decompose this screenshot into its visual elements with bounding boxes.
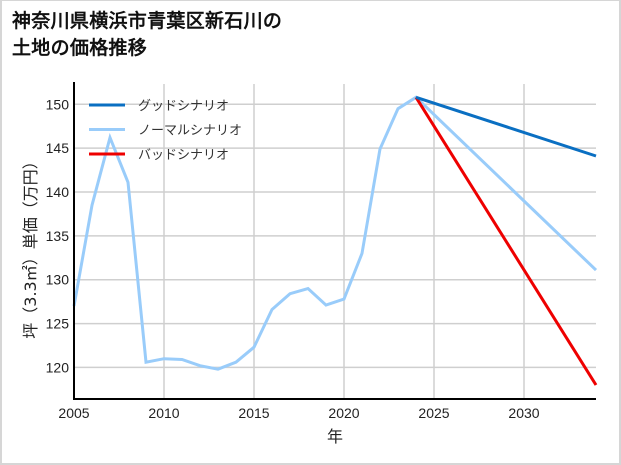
- y-tick-label: 150: [46, 96, 70, 112]
- chart-title-line-1: 神奈川県横浜市青葉区新石川の: [12, 10, 283, 32]
- x-axis-label: 年: [327, 427, 343, 446]
- x-tick-label: 2020: [328, 405, 359, 421]
- chart-title: 神奈川県横浜市青葉区新石川の 土地の価格推移: [12, 8, 282, 62]
- legend-label: バッドシナリオ: [138, 148, 229, 163]
- y-tick-label: 135: [46, 228, 70, 244]
- legend-label: グッドシナリオ: [138, 99, 229, 114]
- series-line: [415, 95, 597, 158]
- y-axis-label: 坪（3.3㎡）単価（万円）: [21, 153, 40, 338]
- x-tick-label: 2030: [508, 405, 539, 421]
- y-tick-label: 125: [46, 316, 70, 332]
- legend-label: ノーマルシナリオ: [138, 124, 242, 139]
- grid-lines: [74, 84, 596, 399]
- x-tick-label: 2015: [238, 405, 269, 421]
- y-tick-label: 145: [46, 140, 70, 156]
- data-series: [72, 95, 598, 386]
- x-tick-label: 2010: [148, 405, 179, 421]
- x-tick-label: 2005: [58, 405, 89, 421]
- y-tick-label: 130: [46, 272, 70, 288]
- axes: [73, 82, 596, 400]
- x-tick-label: 2025: [418, 405, 449, 421]
- tick-labels: 2005 2010 2015 2020 2025 2030 120 125 130 135 140 1…: [46, 96, 540, 421]
- y-tick-label: 120: [46, 359, 70, 375]
- y-tick-label: 140: [46, 184, 70, 200]
- chart-title-line-2: 土地の価格推移: [12, 37, 148, 59]
- series-line: [414, 96, 598, 386]
- series-line: [72, 95, 598, 371]
